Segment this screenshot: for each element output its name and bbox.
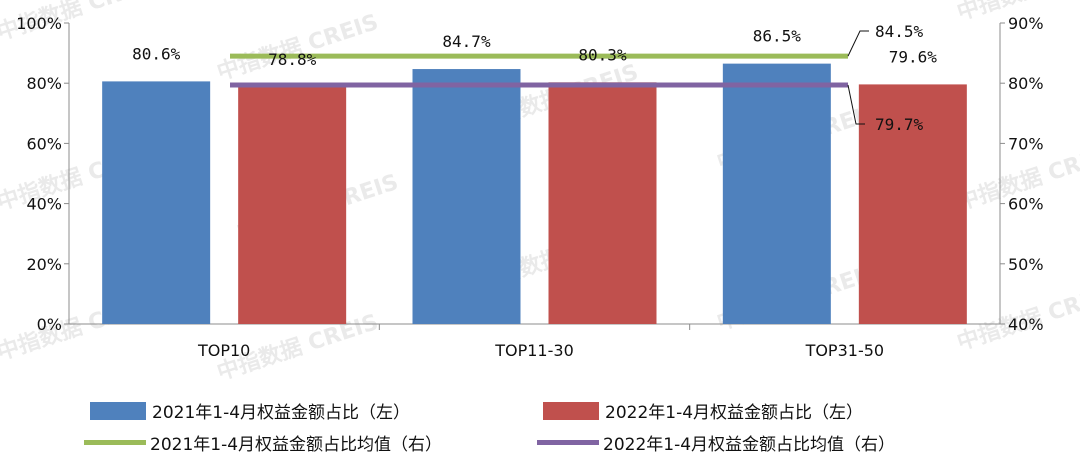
legend-label: 2022年1-4月权益金额占比均值（右）	[603, 435, 896, 455]
x-category-label: TOP11-30	[494, 341, 574, 360]
legend-swatch-purple-line	[537, 440, 599, 445]
bar-TOP10-2022	[238, 86, 347, 324]
bar-value-label: 84.7%	[442, 32, 491, 51]
watermark-text: 中指数据 CREIS	[214, 9, 382, 86]
bars	[102, 63, 967, 325]
bar-TOP10-2021	[102, 81, 211, 324]
y-right-tick-label: 50%	[1008, 255, 1044, 274]
bar-TOP11-30-2021	[412, 69, 521, 324]
y-left-tick-label: 60%	[26, 134, 62, 153]
bar-value-label: 80.3%	[578, 45, 627, 64]
data-labels: 80.6% 78.8% 84.7% 80.3% 86.5% 79.6% 84.5% 79.7%	[132, 22, 937, 134]
average-lines	[230, 30, 869, 125]
legend-item-2021-bar: 2021年1-4月权益金额占比（左）	[90, 398, 410, 423]
avg-leader-line	[847, 30, 869, 57]
y-left-tick-label: 20%	[26, 255, 62, 274]
y-right-tick-label: 70%	[1008, 134, 1044, 153]
legend-label: 2021年1-4月权益金额占比（左）	[152, 403, 411, 423]
legend-item-2021-line: 2021年1-4月权益金额占比均值（右）	[84, 430, 442, 455]
bar-TOP31-50-2022	[858, 84, 967, 325]
bar-value-label: 80.6%	[132, 44, 181, 63]
y-right-tick-label: 90%	[1008, 14, 1044, 33]
y-left-tick-label: 100%	[16, 14, 62, 33]
legend-swatch-green-line	[84, 440, 146, 445]
y-left-tick-label: 80%	[26, 74, 62, 93]
y-right-tick-label: 40%	[1008, 315, 1044, 334]
legend-item-2022-line: 2022年1-4月权益金额占比均值（右）	[537, 430, 895, 455]
legend: 2021年1-4月权益金额占比（左） 2022年1-4月权益金额占比（左） 20…	[0, 388, 1080, 468]
bar-value-label: 79.6%	[889, 47, 938, 66]
bar-TOP11-30-2022	[548, 82, 657, 324]
bar-value-label: 78.8%	[268, 50, 317, 69]
y-right-tick-label: 80%	[1008, 74, 1044, 93]
y-left-tick-label: 40%	[26, 195, 62, 214]
axes: 0% 20% 40% 60% 80% 100% 40% 50% 60% 70% 80% 90% TOP1…	[16, 14, 1043, 360]
legend-swatch-blue-bar	[90, 401, 146, 420]
avg-value-label: 84.5%	[875, 22, 924, 41]
avg-value-label: 79.7%	[875, 115, 924, 134]
legend-swatch-red-bar	[543, 401, 599, 420]
x-category-label: TOP31-50	[805, 341, 885, 360]
bar-value-label: 86.5%	[753, 27, 802, 46]
legend-label: 2021年1-4月权益金额占比均值（右）	[150, 435, 443, 455]
x-category-label: TOP10	[197, 341, 250, 360]
avg-leader-line	[847, 84, 865, 125]
y-right-tick-label: 60%	[1008, 195, 1044, 214]
legend-item-2022-bar: 2022年1-4月权益金额占比（左）	[543, 398, 863, 423]
legend-label: 2022年1-4月权益金额占比（左）	[605, 403, 864, 423]
bar-TOP31-50-2021	[722, 63, 831, 324]
y-left-tick-label: 0%	[37, 315, 62, 334]
